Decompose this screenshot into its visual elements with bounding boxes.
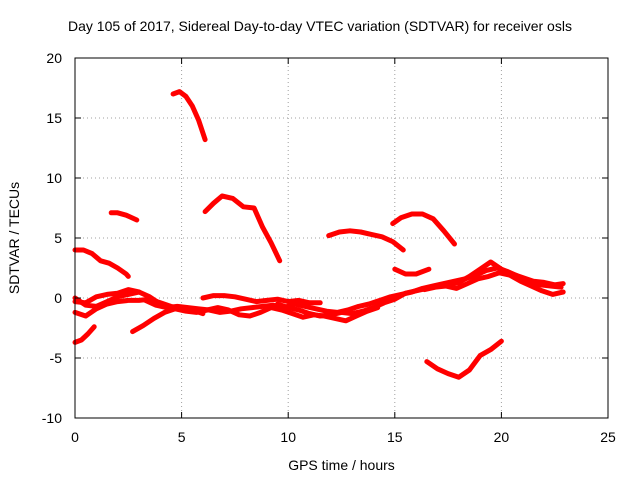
data-series-group [72,89,566,380]
plot-border [74,57,609,419]
y-tick-label: -5 [50,350,63,366]
x-tick-label: 10 [280,429,296,445]
data-series-arc-5 [390,211,457,247]
data-series-arc-1 [170,89,208,143]
axis-ticks: 0 5 10 15 20 25 -10 -5 0 5 10 15 20 [42,50,616,445]
data-series-arc-12 [72,289,142,309]
y-tick-label: 10 [46,170,62,186]
y-tick-label: 5 [54,230,62,246]
grid-lines [75,58,608,418]
data-series-arc-17 [422,270,566,297]
x-tick-label: 25 [600,429,616,445]
data-series-arc-4 [326,228,406,253]
data-series-arc-3 [202,193,283,264]
x-tick-label: 20 [494,429,510,445]
chart-title: Day 105 of 2017, Sidereal Day-to-day VTE… [68,18,572,34]
y-axis-label: SDTVAR / TECUs [6,181,22,295]
data-series-arc-7 [72,247,131,279]
data-series-arc-9 [424,338,504,380]
data-series-arc-14 [142,265,564,315]
x-axis-label: GPS time / hours [288,457,395,473]
y-tick-label: 20 [46,50,62,66]
data-series-arc-6 [392,266,432,277]
y-tick-label: 0 [54,290,62,306]
data-series-arc-10 [72,287,163,307]
data-series-arc-15 [200,293,323,306]
plot-frame [74,57,609,419]
x-tick-label: 5 [178,429,186,445]
data-series-arc-13 [130,305,381,335]
data-series-arc-2 [108,210,140,223]
y-tick-label: 15 [46,110,62,126]
data-series-arc-16 [275,259,566,319]
x-tick-label: 0 [71,429,79,445]
y-tick-label: -10 [42,410,62,426]
x-tick-label: 15 [387,429,403,445]
data-series-arc-8 [72,324,97,345]
